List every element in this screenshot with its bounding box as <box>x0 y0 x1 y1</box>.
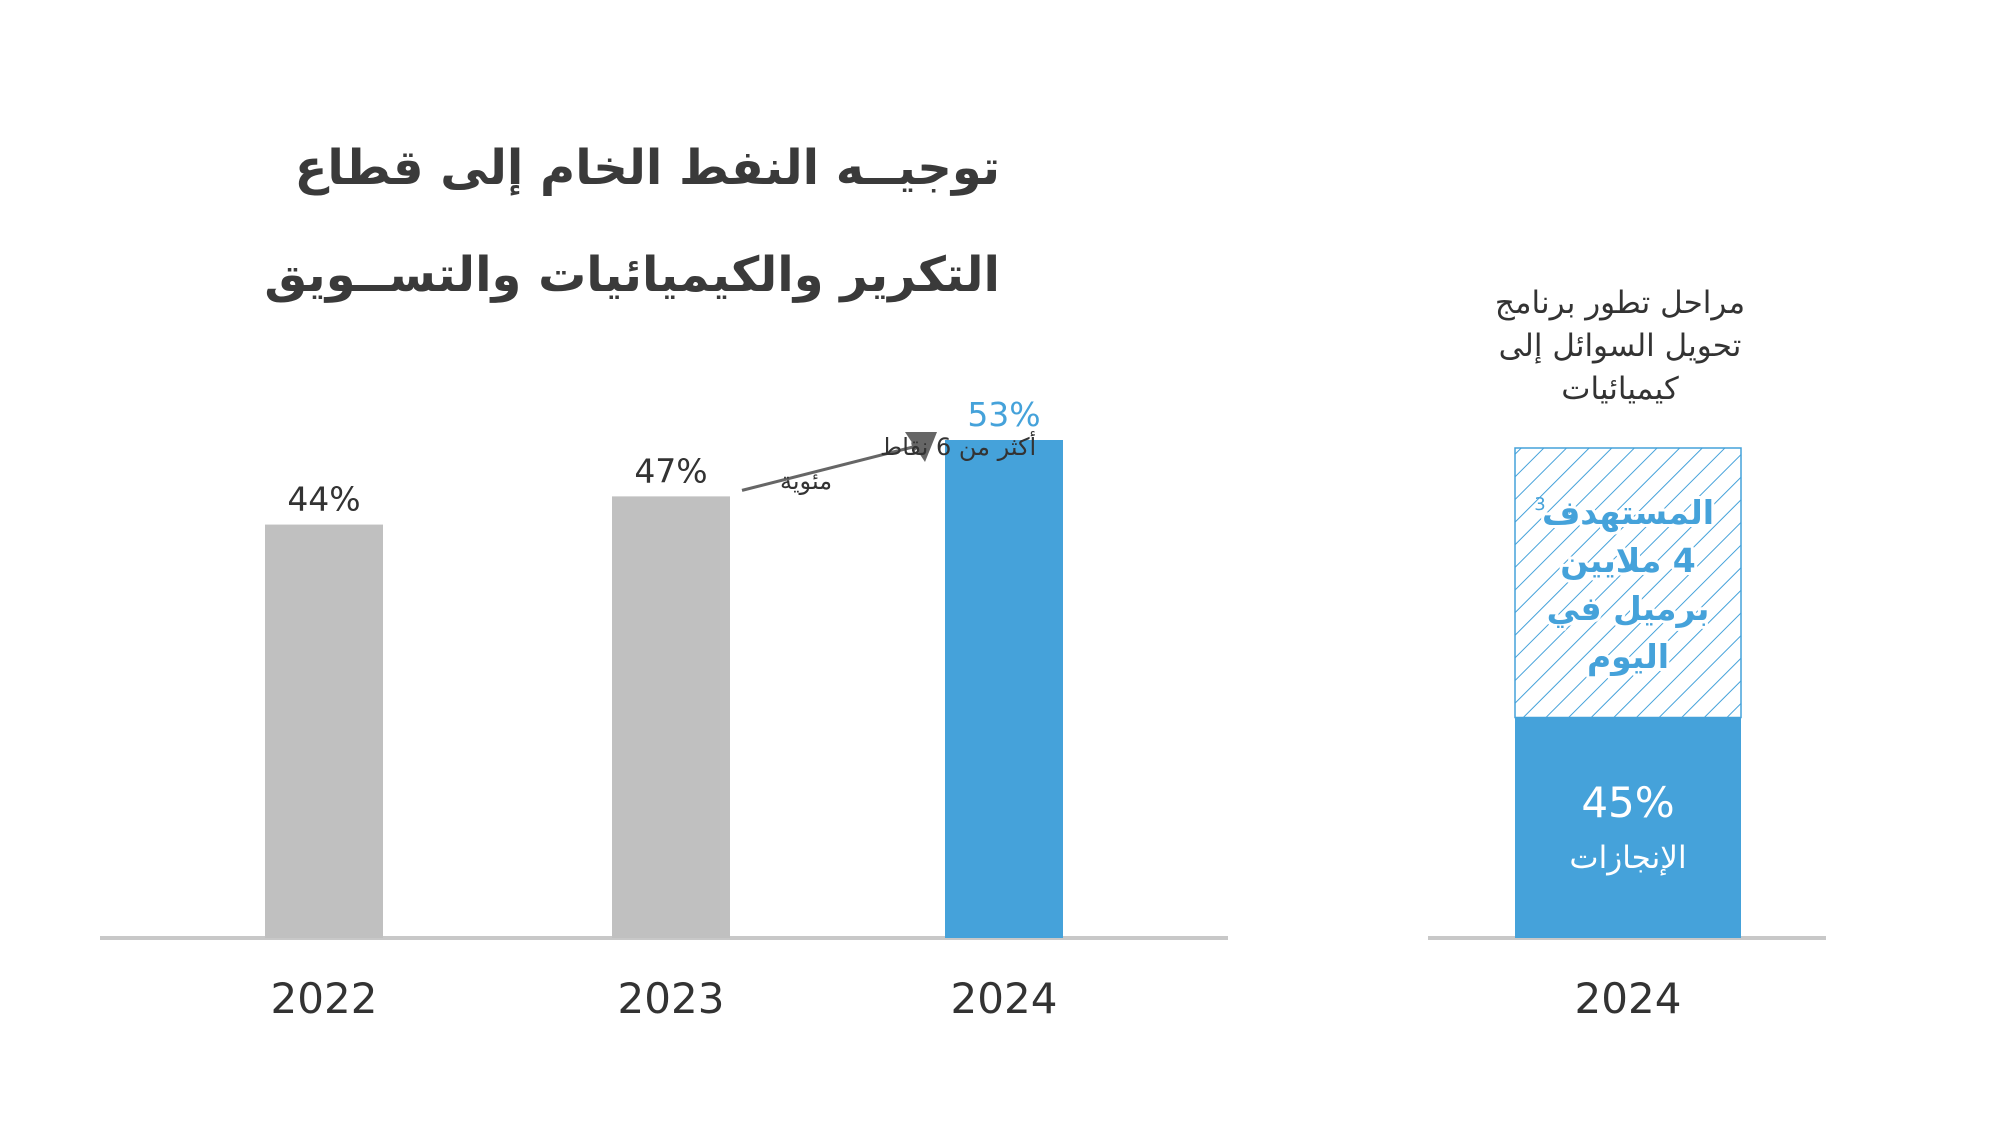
growth-arrow <box>741 442 922 492</box>
annotation-line-2: مئوية <box>780 467 832 495</box>
target-label-line-4: اليوم <box>1587 637 1669 677</box>
achieved-value-label: 45% <box>1581 778 1674 827</box>
target-label-line-1: المستهدف <box>1542 493 1714 533</box>
program-title-line-3: كيميائيات <box>1561 371 1679 407</box>
target-segment <box>1514 447 1742 719</box>
annotation-line-1: أكثر من 6 نقاط <box>880 431 1036 461</box>
bar-2023 <box>612 496 730 938</box>
target-label-line-3: برميل في <box>1547 589 1710 629</box>
x-tick-label-2023: 2023 <box>618 974 725 1023</box>
x-tick-label-2022: 2022 <box>271 974 378 1023</box>
bar-2024 <box>945 440 1063 938</box>
liquids-to-chemicals-chart: المستهدف 4 ملايين برميل في اليوم 3 45% الإنجاز… <box>1428 447 1826 1023</box>
achieved-sublabel: الإنجازات <box>1569 840 1686 876</box>
x-tick-label-right-2024: 2024 <box>1575 974 1682 1023</box>
program-title-line-2: تحويل السوائل إلى <box>1498 328 1742 364</box>
crude-allocation-chart: 44% 2022 47% 2023 53% 2024 أكثر من 6 نقاط مئوية <box>100 395 1228 1023</box>
growth-arrow-head <box>905 432 937 462</box>
target-label-line-2: 4 ملايين <box>1560 541 1696 581</box>
target-footnote: 3 <box>1534 494 1545 515</box>
achieved-segment <box>1515 717 1741 938</box>
program-title-line-1: مراحل تطور برنامج <box>1494 285 1746 321</box>
data-label-2024: 53% <box>967 395 1040 434</box>
bar-2022 <box>265 524 383 938</box>
chart-title-line-1: توجيــه النفط الخام إلى قطاع <box>294 140 1000 196</box>
data-label-2023: 47% <box>634 451 707 490</box>
data-label-2022: 44% <box>287 480 360 519</box>
chart-title-line-2: التكرير والكيميائيات والتســويق <box>264 247 1000 303</box>
x-tick-label-2024: 2024 <box>951 974 1058 1023</box>
